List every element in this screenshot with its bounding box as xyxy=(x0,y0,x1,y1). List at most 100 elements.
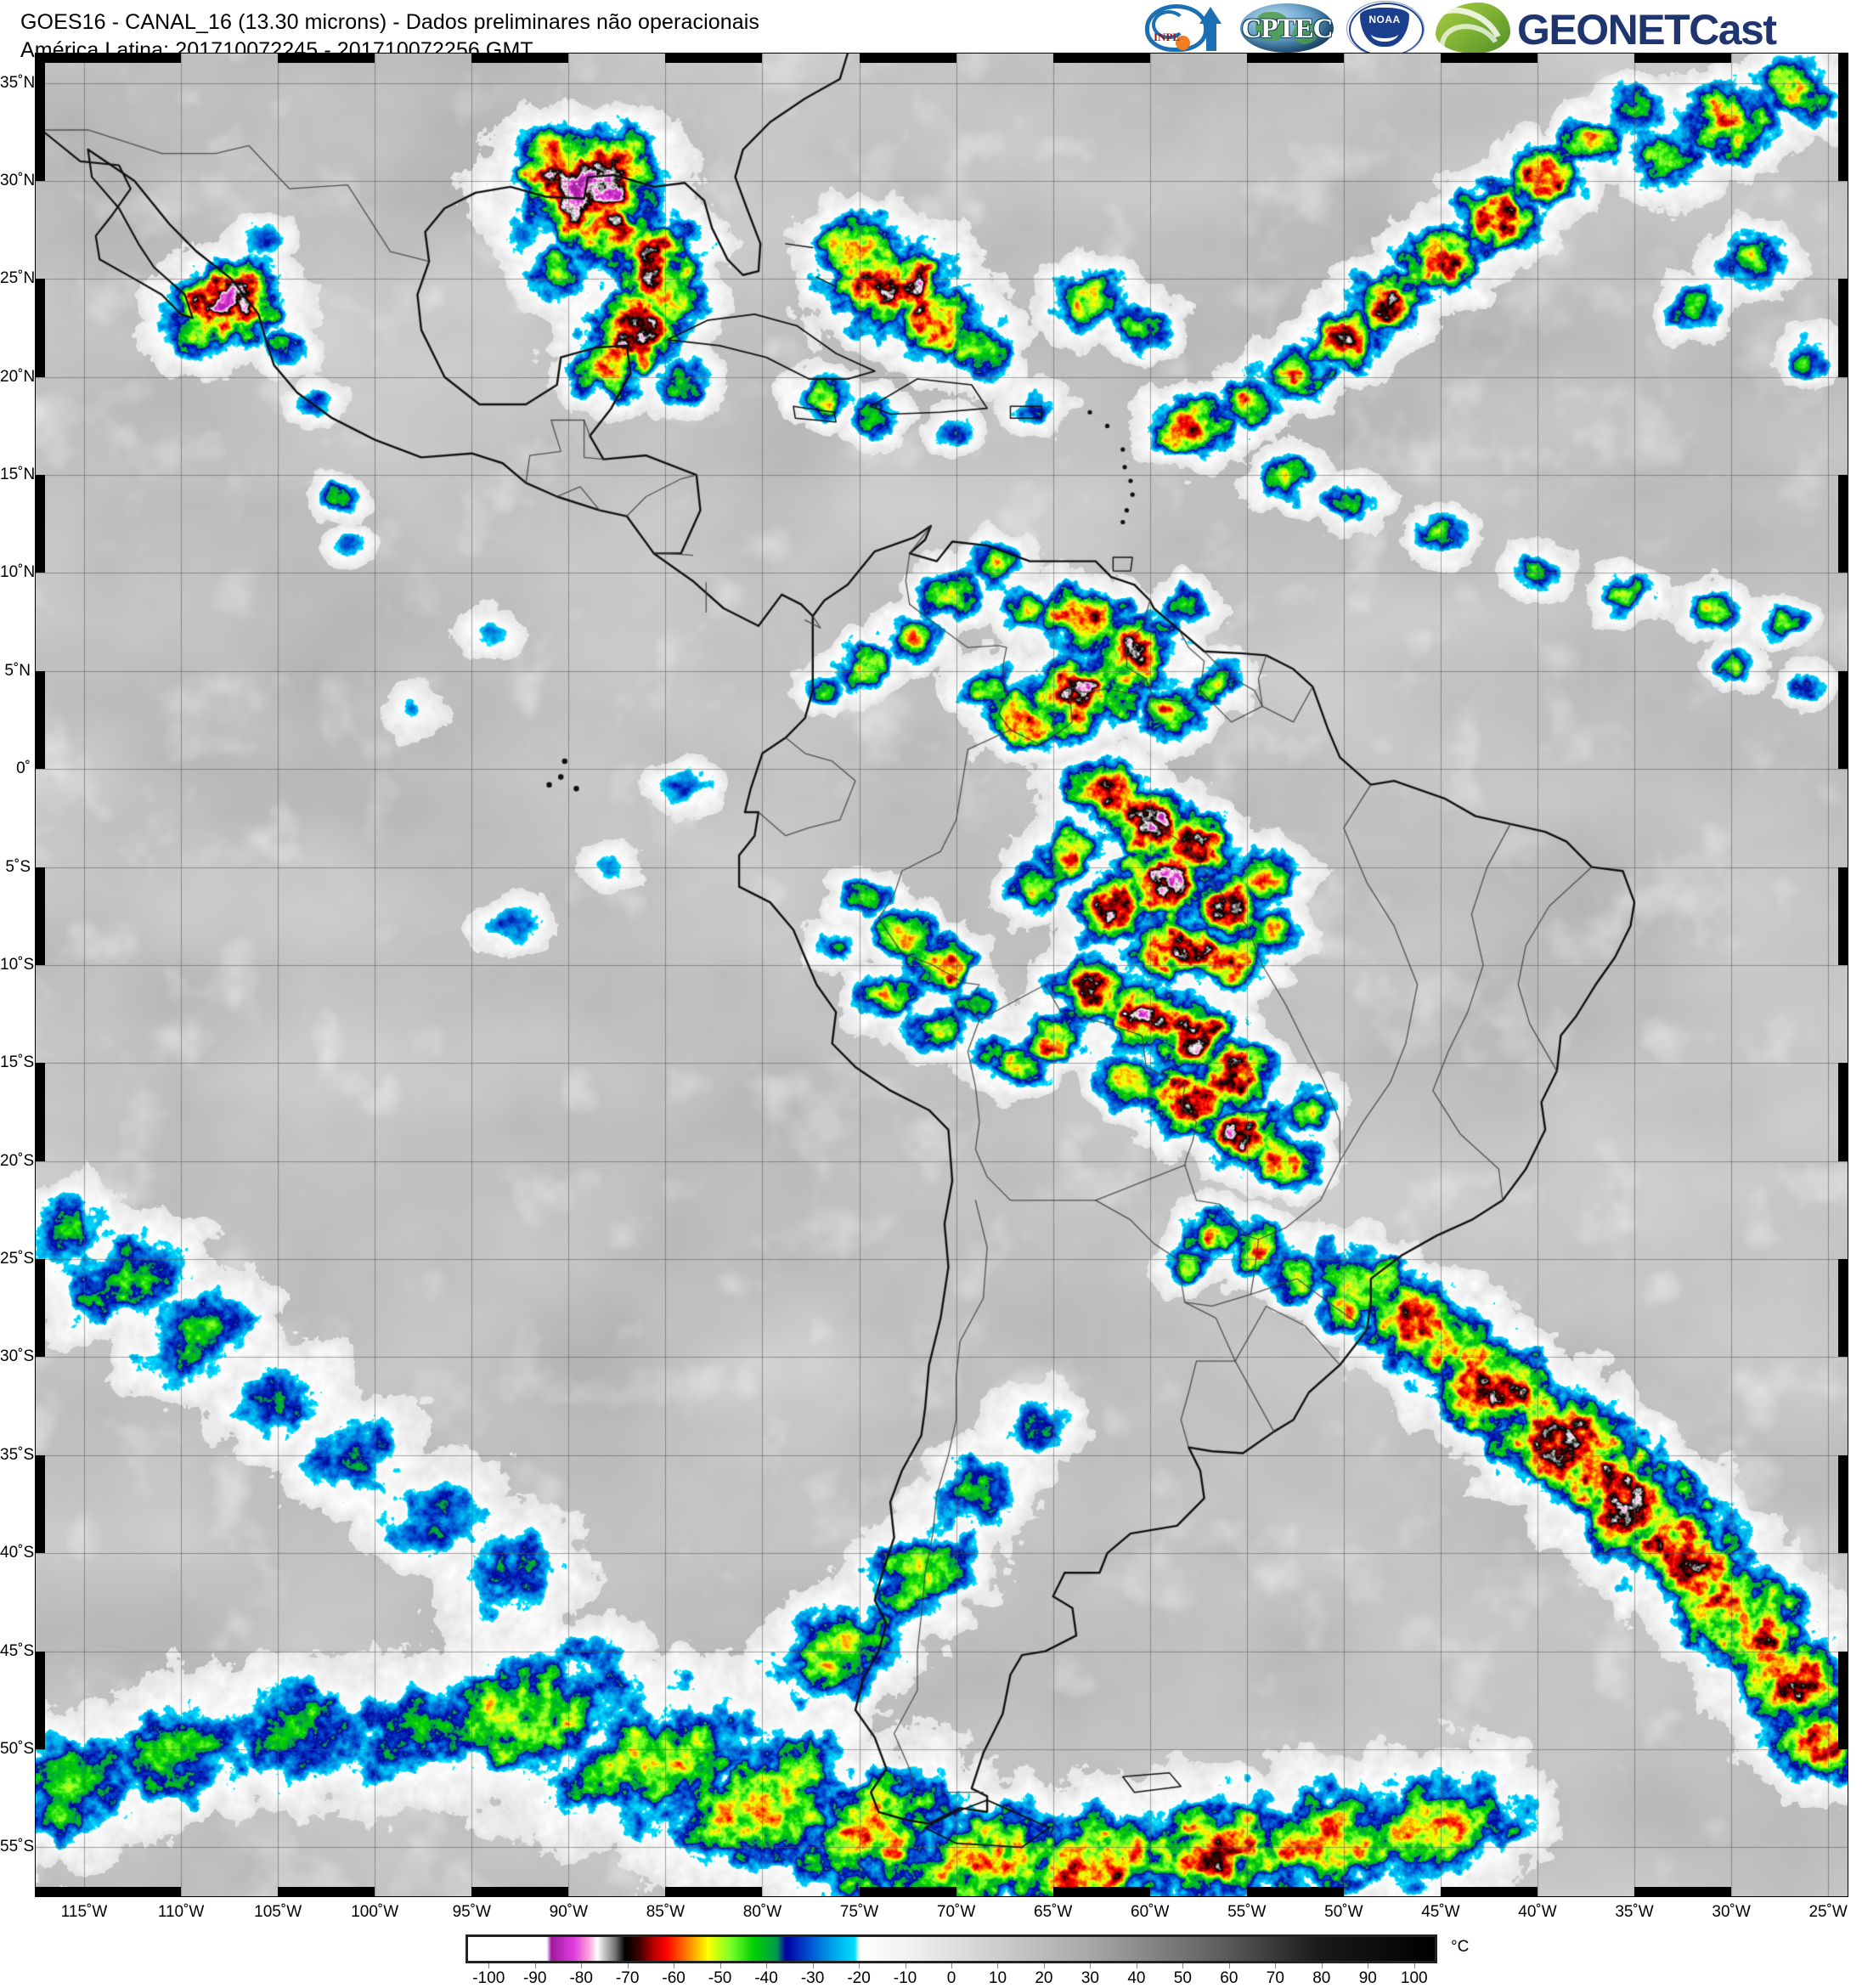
colorbar-tick-label: 90 xyxy=(1358,1969,1377,1987)
frame-tick-bar xyxy=(84,1887,182,1896)
colorbar-tick-label: 50 xyxy=(1173,1969,1192,1987)
colorbar-tick xyxy=(488,1963,490,1968)
inpe-dot-icon xyxy=(1176,35,1190,50)
longitude-tick-label: 110˚W xyxy=(157,1903,205,1921)
latitude-tick-label: 5˚S xyxy=(5,857,31,876)
frame-tick-bar xyxy=(859,1887,956,1896)
colorbar-tick xyxy=(627,1963,629,1968)
latitude-tick-label: 5˚N xyxy=(4,661,31,680)
frame-tick-bar xyxy=(36,1259,45,1358)
colorbar-tick-label: 100 xyxy=(1400,1969,1428,1987)
frame-border xyxy=(35,53,1848,54)
latitude-tick-label: 20˚N xyxy=(0,367,36,386)
frame-tick-bar xyxy=(471,54,569,63)
inpe-arrow-icon xyxy=(1199,6,1222,24)
colorbar-tick xyxy=(581,1963,583,1968)
longitude-tick-label: 85˚W xyxy=(646,1903,686,1921)
colorbar-tick xyxy=(1043,1963,1045,1968)
colorbar-tick xyxy=(1182,1963,1184,1968)
longitude-tick-label: 60˚W xyxy=(1131,1903,1170,1921)
frame-tick-bar xyxy=(1052,54,1150,63)
frame-border xyxy=(35,1896,1848,1897)
frame-tick-bar xyxy=(1838,279,1848,377)
frame-tick-bar xyxy=(36,867,45,965)
frame-tick-bar xyxy=(1838,475,1848,573)
colorbar-tick-label: -80 xyxy=(569,1969,593,1987)
longitude-tick-label: 115˚W xyxy=(60,1903,108,1921)
colorbar-unit-label: °C xyxy=(1451,1938,1470,1956)
cptec-landmass-icon xyxy=(1255,11,1289,41)
inpe-swoosh-icon xyxy=(1145,3,1208,52)
colorbar-tick xyxy=(1413,1963,1415,1968)
longitude-tick-label: 65˚W xyxy=(1033,1903,1073,1921)
frame-tick-bar xyxy=(665,54,763,63)
frame-tick-bar xyxy=(36,54,45,83)
inpe-logo: INPE xyxy=(1143,2,1228,53)
colorbar-tick xyxy=(1090,1963,1092,1968)
colorbar-tick-label: 10 xyxy=(988,1969,1007,1987)
noaa-logo-text: NOAA xyxy=(1368,13,1401,25)
colorbar-tick-label: -60 xyxy=(662,1969,686,1987)
frame-tick-bar xyxy=(36,54,85,63)
frame-tick-bar xyxy=(1246,54,1344,63)
longitude-tick-label: 95˚W xyxy=(452,1903,491,1921)
frame-tick-bar xyxy=(36,82,45,181)
colorbar-gradient xyxy=(466,1934,1437,1963)
noaa-logo: NOAA xyxy=(1346,0,1425,57)
colorbar-tick-label: -70 xyxy=(615,1969,640,1987)
satellite-map[interactable] xyxy=(36,54,1848,1896)
frame-tick-bar xyxy=(1838,1454,1848,1554)
colorbar-tick-label: -10 xyxy=(893,1969,917,1987)
latitude-tick-label: 25˚S xyxy=(0,1250,35,1268)
longitude-tick-label: 55˚W xyxy=(1227,1903,1267,1921)
satellite-image-canvas[interactable] xyxy=(36,54,1848,1896)
frame-tick-bar xyxy=(36,1887,85,1896)
colorbar-tick-label: 80 xyxy=(1312,1969,1331,1987)
frame-tick-bar xyxy=(1052,1887,1150,1896)
frame-tick-bar xyxy=(471,1887,569,1896)
colorbar-tick xyxy=(859,1963,860,1968)
colorbar-canvas xyxy=(468,1937,1435,1961)
frame-tick-bar xyxy=(1838,1651,1848,1749)
header: GOES16 - CANAL_16 (13.30 microns) - Dado… xyxy=(0,0,1862,62)
colorbar-tick xyxy=(997,1963,999,1968)
geonetcast-leaf-icon xyxy=(1436,2,1510,54)
colorbar-tick xyxy=(719,1963,721,1968)
frame-tick-bar xyxy=(1246,1887,1344,1896)
longitude-tick-label: 30˚W xyxy=(1712,1903,1751,1921)
frame-tick-bar xyxy=(36,1454,45,1554)
colorbar-tick-label: -100 xyxy=(472,1969,505,1987)
frame-tick-bar xyxy=(665,1887,763,1896)
colorbar-tick-label: 60 xyxy=(1220,1969,1239,1987)
frame-tick-bar xyxy=(1838,867,1848,965)
noaa-bird-icon xyxy=(1371,26,1398,42)
geonetcast-logo-text: GEONETCast xyxy=(1517,5,1777,54)
latitude-tick-label: 10˚S xyxy=(0,955,35,974)
frame-tick-bar xyxy=(1838,1259,1848,1358)
latitude-tick-label: 40˚S xyxy=(0,1544,35,1562)
inpe-arrow-stem-icon xyxy=(1206,21,1216,51)
frame-tick-bar xyxy=(1838,82,1848,181)
colorbar-tick-label: -20 xyxy=(847,1969,871,1987)
colorbar-tick xyxy=(766,1963,768,1968)
frame-tick-bar xyxy=(1634,54,1732,63)
latitude-tick-label: 35˚N xyxy=(0,73,36,92)
colorbar-tick xyxy=(534,1963,536,1968)
frame-tick-bar xyxy=(36,670,45,770)
colorbar-tick-label: 0 xyxy=(946,1969,956,1987)
latitude-tick-label: 50˚S xyxy=(0,1739,35,1758)
title-line-1: GOES16 - CANAL_16 (13.30 microns) - Dado… xyxy=(20,10,760,34)
frame-tick-bar xyxy=(36,279,45,377)
inpe-inner-arc-icon xyxy=(1152,9,1186,39)
cptec-landmass2-icon xyxy=(1293,21,1318,44)
colorbar-tick xyxy=(1275,1963,1277,1968)
frame-tick-bar xyxy=(36,1651,45,1749)
colorbar: °C -100 -90 -80 -70 -60 -50 -40 -30 -20 -10 0 10 20 3… xyxy=(466,1934,1469,1987)
cptec-logo-text: CPTEC xyxy=(1241,13,1334,44)
colorbar-tick-label: 40 xyxy=(1127,1969,1146,1987)
latitude-tick-label: 10˚N xyxy=(0,563,36,582)
colorbar-tick-label: 70 xyxy=(1266,1969,1284,1987)
colorbar-tick-label: -50 xyxy=(708,1969,732,1987)
page-title: GOES16 - CANAL_16 (13.30 microns) - Dado… xyxy=(20,8,759,65)
longitude-tick-label: 50˚W xyxy=(1324,1903,1363,1921)
